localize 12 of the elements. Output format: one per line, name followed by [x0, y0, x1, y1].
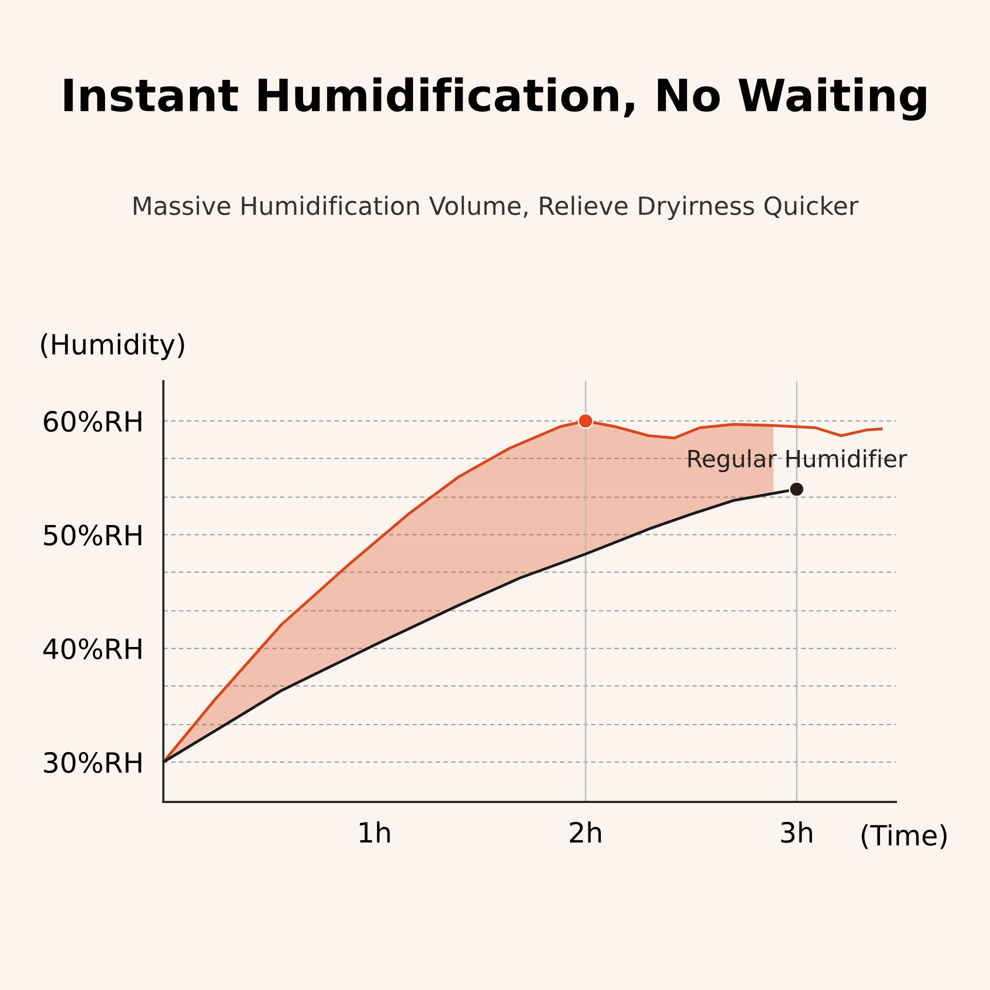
chart-title: Instant Humidification, No Waiting — [64, 77, 926, 121]
chart-subtitle: Massive Humidification Volume, Relieve Dryirness Quicker — [134, 196, 859, 220]
y-tick-label: 30%RH — [44, 752, 142, 774]
x-tick-label: 2h — [570, 821, 601, 842]
y-tick-label: 50%RH — [44, 524, 142, 546]
y-tick-label: 60%RH — [44, 410, 142, 432]
x-tick-label: 3h — [781, 821, 812, 843]
x-axis-title: (Time) — [862, 824, 947, 849]
series-label: Regular Humidifier — [688, 449, 908, 472]
y-axis-title: (Humidity) — [41, 333, 184, 360]
y-tick-label: 40%RH — [43, 638, 142, 660]
x-tick-label: 1h — [360, 821, 390, 842]
